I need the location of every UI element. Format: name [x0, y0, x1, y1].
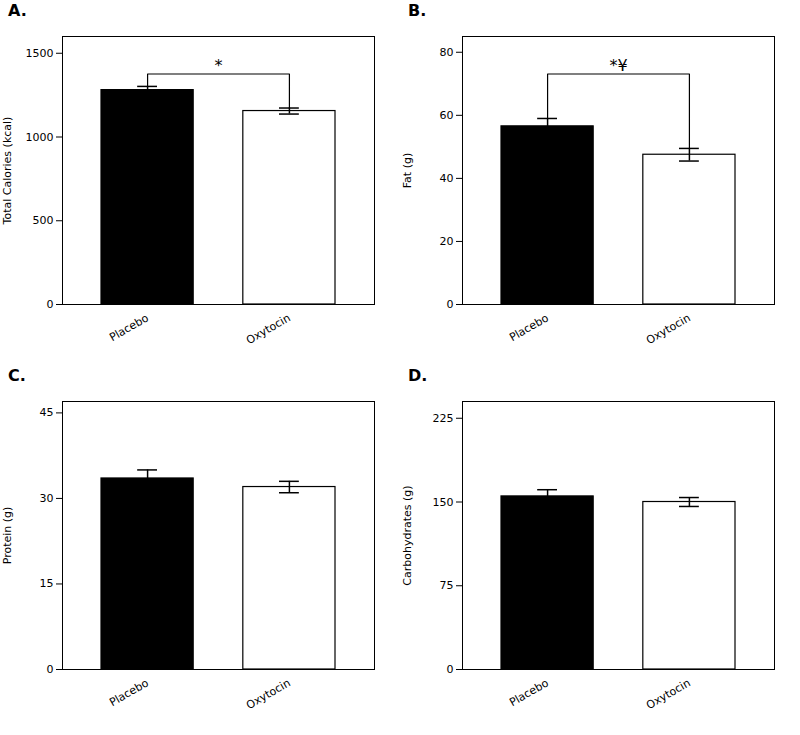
html-text:D.: D. — [408, 366, 428, 385]
svg-text:45: 45 — [40, 406, 54, 419]
svg-text:150: 150 — [433, 496, 454, 509]
svg-text:20: 20 — [440, 235, 454, 248]
svg-text:Fat (g): Fat (g) — [401, 153, 414, 188]
svg-text:Placebo: Placebo — [507, 311, 551, 344]
svg-text:0: 0 — [47, 298, 54, 311]
svg-text:Total Calories (kcal): Total Calories (kcal) — [1, 117, 14, 226]
svg-text:Placebo: Placebo — [107, 311, 151, 344]
svg-text:Carbohydrates (g): Carbohydrates (g) — [401, 485, 414, 585]
html-text:C.: C. — [8, 366, 26, 385]
svg-text:225: 225 — [433, 412, 454, 425]
svg-text:40: 40 — [440, 172, 454, 185]
svg-text:500: 500 — [33, 214, 54, 227]
svg-text:80: 80 — [440, 46, 454, 59]
svg-text:0: 0 — [47, 663, 54, 676]
svg-text:15: 15 — [40, 577, 54, 590]
svg-text:Placebo: Placebo — [107, 676, 151, 709]
svg-text:Protein (g): Protein (g) — [1, 507, 14, 565]
svg-text:Oxytocin: Oxytocin — [644, 676, 693, 712]
svg-text:Oxytocin: Oxytocin — [244, 311, 293, 347]
html-text:B.: B. — [408, 1, 427, 20]
svg-text:0: 0 — [447, 663, 454, 676]
svg-text:60: 60 — [440, 109, 454, 122]
svg-text:Placebo: Placebo — [507, 676, 551, 709]
svg-text:*¥: *¥ — [609, 56, 627, 75]
svg-text:Oxytocin: Oxytocin — [644, 311, 693, 347]
html-text:A.: A. — [8, 1, 27, 20]
svg-text:*: * — [215, 56, 223, 75]
svg-text:75: 75 — [440, 579, 454, 592]
svg-text:Oxytocin: Oxytocin — [244, 676, 293, 712]
svg-text:30: 30 — [40, 492, 54, 505]
svg-text:1500: 1500 — [26, 47, 54, 60]
svg-text:0: 0 — [447, 298, 454, 311]
svg-text:1000: 1000 — [26, 131, 54, 144]
